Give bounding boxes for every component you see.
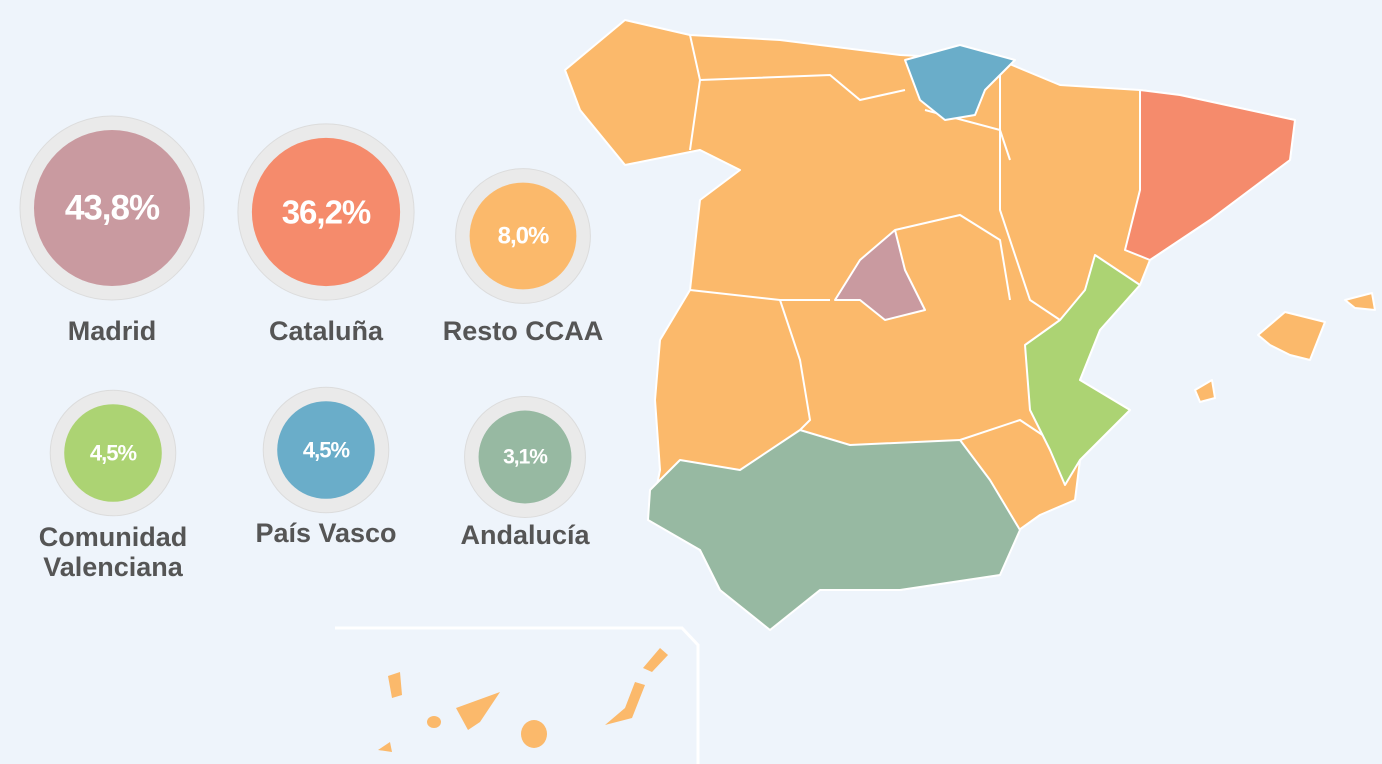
region-cataluna [1124, 89, 1296, 261]
region-label: Andalucía [460, 520, 590, 550]
canarias [335, 626, 700, 764]
island [456, 692, 500, 730]
baleares [1344, 292, 1376, 311]
bubbles: 43,8% 36,2% 8,0% 4,5% 4,5% 3,1% [19, 115, 591, 518]
spain-map [564, 19, 1376, 631]
bubble [277, 401, 375, 499]
region-label: País Vasco [255, 518, 397, 548]
island [427, 716, 441, 728]
inset-frame [335, 626, 700, 764]
region-label: Madrid [67, 316, 157, 346]
region-andalucia [647, 429, 1021, 631]
border [999, 60, 1061, 321]
region-label: Cataluña [268, 316, 384, 346]
bubble-value: 3,1% [503, 446, 548, 469]
bubble-value: 4,5% [303, 438, 350, 463]
bubble-value: 36,2% [282, 194, 371, 231]
bubble-value: 4,5% [90, 441, 137, 466]
bubble [64, 404, 162, 502]
island [643, 648, 668, 672]
island [605, 682, 645, 725]
bubble [469, 182, 577, 290]
region-label: Resto CCAA [442, 316, 604, 346]
region-valencia [1024, 254, 1141, 486]
bubble-value: 43,8% [65, 189, 160, 228]
bubble-value: 8,0% [498, 223, 549, 250]
region-pais-vasco [904, 44, 1016, 121]
bubble [33, 129, 191, 287]
region-madrid [834, 229, 926, 321]
bubble [251, 137, 401, 287]
baleares [1257, 311, 1326, 361]
border [779, 299, 812, 431]
bubble [478, 410, 572, 504]
region-label: Comunidad Valenciana [38, 522, 188, 582]
baleares [1194, 379, 1216, 403]
border [959, 418, 1051, 441]
island [378, 742, 392, 752]
border [894, 213, 1011, 301]
island [521, 720, 547, 748]
island [388, 672, 402, 698]
border [699, 73, 906, 102]
